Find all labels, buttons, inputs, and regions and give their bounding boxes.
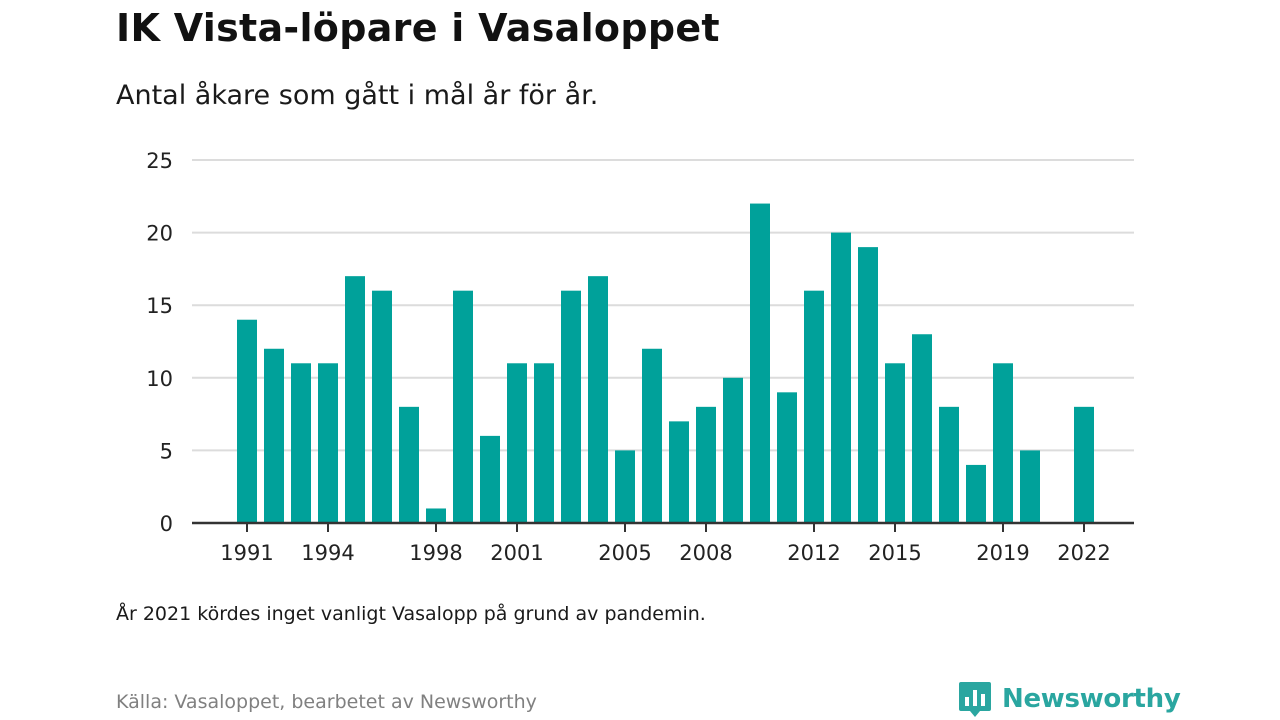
bar-2004 [588,276,608,523]
x-tick-label: 2008 [679,541,732,565]
bar-2010 [750,203,770,523]
x-tick-label: 2005 [598,541,651,565]
x-tick-label: 1998 [409,541,462,565]
bar-2018 [966,464,986,523]
bar-1994 [318,363,338,523]
x-tick-label: 2015 [868,541,921,565]
bar-2022 [1074,406,1094,523]
logo-text: Newsworthy [1002,684,1181,714]
bar-1996 [372,290,392,523]
bar-chart-speech-bubble-icon [959,682,991,717]
bar-chart: 0 5 10 15 20 25 1991 1994 1998 2001 2005 2008 2012 2… [146,149,1134,565]
bars [237,203,1094,523]
x-tick-label: 2022 [1057,541,1110,565]
y-axis-tick-labels: 0 5 10 15 20 25 [146,149,173,536]
bar-1993 [291,363,311,523]
x-tick-label: 2001 [490,541,543,565]
bar-2003 [561,290,581,523]
bar-2014 [858,247,878,523]
chart-subtitle: Antal åkare som gått i mål år för år. [116,80,599,111]
y-tick-label: 0 [160,512,173,536]
y-tick-label: 25 [146,149,173,173]
y-tick-label: 15 [146,294,173,318]
bar-1991 [237,319,257,523]
bar-2019 [993,363,1013,523]
bar-1995 [345,276,365,523]
bar-2001 [507,363,527,523]
bar-1998 [426,508,446,523]
bar-2013 [831,232,851,523]
bar-2002 [534,363,554,523]
bar-2011 [777,392,797,523]
bar-1997 [399,406,419,523]
bar-2012 [804,290,824,523]
bar-2020 [1020,450,1040,523]
y-tick-label: 10 [146,367,173,391]
x-axis [192,521,1134,532]
bar-2015 [885,363,905,523]
bar-2017 [939,406,959,523]
x-axis-tick-labels: 1991 1994 1998 2001 2005 2008 2012 2015 2019 2022 [220,541,1110,565]
source-credit: Källa: Vasaloppet, bearbetet av Newswort… [116,691,537,713]
x-tick-label: 2012 [787,541,840,565]
bar-2006 [642,348,662,523]
chart-note: År 2021 kördes inget vanligt Vasalopp på… [116,603,706,625]
bar-1992 [264,348,284,523]
y-tick-label: 20 [146,222,173,246]
x-tick-label: 1994 [301,541,354,565]
chart-title: IK Vista-löpare i Vasaloppet [116,6,720,50]
bar-2000 [480,435,500,523]
x-tick-label: 1991 [220,541,273,565]
bar-1999 [453,290,473,523]
bar-2008 [696,406,716,523]
x-tick-label: 2019 [976,541,1029,565]
newsworthy-logo[interactable]: Newsworthy [958,680,1181,718]
bar-2009 [723,377,743,523]
bar-2005 [615,450,635,523]
bar-2007 [669,421,689,523]
bar-2016 [912,334,932,523]
y-tick-label: 5 [160,439,173,463]
